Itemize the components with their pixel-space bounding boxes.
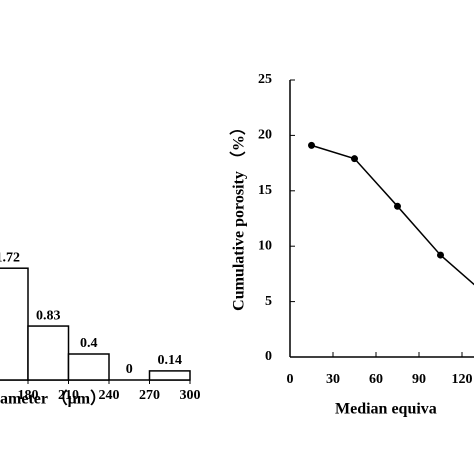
x-axis-label: Median equiva (335, 401, 437, 418)
bar-value-label: 0 (126, 362, 133, 377)
x-tick-label: 300 (180, 388, 201, 403)
x-tick-label: 0 (287, 372, 294, 387)
data-point (308, 141, 315, 149)
y-tick-label: 15 (258, 183, 272, 198)
y-tick-label: 0 (265, 349, 272, 364)
bar (148, 370, 191, 381)
data-point (351, 155, 358, 163)
y-tick-label: 5 (265, 294, 272, 309)
x-tick-label: 60 (369, 372, 383, 387)
x-tick-label: 30 (326, 372, 340, 387)
data-point (394, 202, 401, 210)
bar (27, 325, 70, 381)
bar-value-label: 0.14 (158, 353, 183, 368)
x-tick-label: 240 (99, 388, 120, 403)
data-point (437, 251, 444, 259)
x-tick-label: 210 (58, 388, 79, 403)
y-tick-label: 20 (258, 128, 272, 143)
y-axis-label: Cumulative porosity （%） (230, 119, 248, 311)
bar (67, 353, 110, 381)
x-axis-label: ameter （μm） (0, 390, 106, 408)
x-tick-label: 270 (139, 388, 160, 403)
bar-value-label: 1.72 (0, 250, 20, 265)
data-line (311, 144, 474, 286)
bar-value-label: 0.4 (80, 336, 98, 351)
y-tick-label: 25 (258, 72, 272, 87)
x-tick-label: 90 (412, 372, 426, 387)
bar-value-label: 0.83 (36, 308, 61, 323)
x-tick-label: 120 (452, 372, 473, 387)
x-tick-label: 180 (18, 388, 39, 403)
y-tick-label: 10 (258, 238, 272, 253)
bar (0, 267, 29, 381)
